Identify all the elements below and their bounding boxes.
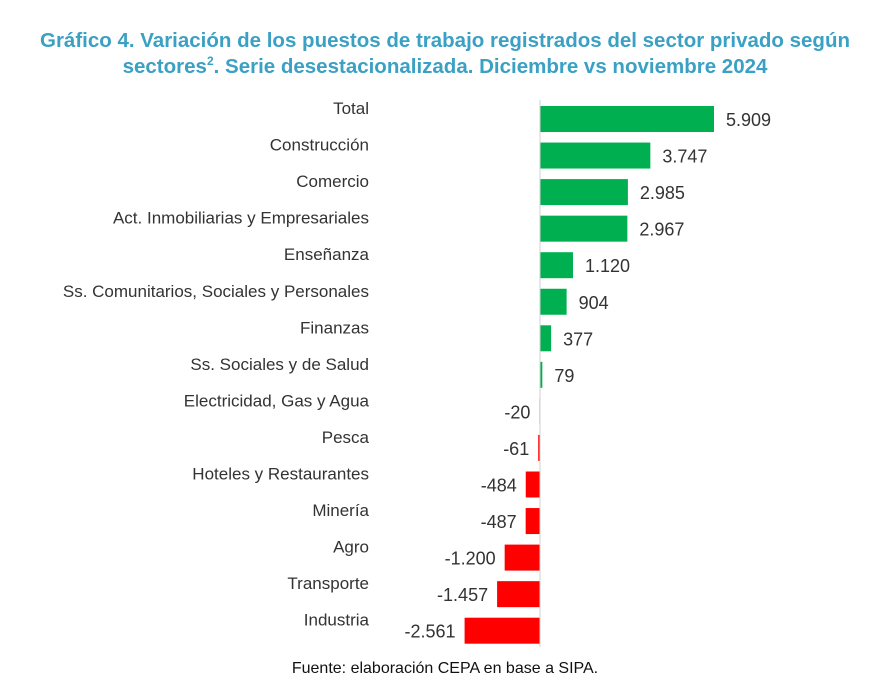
category-label: Industria xyxy=(304,611,370,630)
category-label: Act. Inmobiliarias y Empresariales xyxy=(113,209,369,228)
bar xyxy=(540,142,651,169)
bar xyxy=(540,252,573,279)
bar xyxy=(540,288,567,315)
category-label: Construcción xyxy=(270,136,369,155)
category-label: Minería xyxy=(312,501,369,520)
bar xyxy=(538,434,540,461)
data-label: -484 xyxy=(481,476,517,496)
data-label: 79 xyxy=(554,366,574,386)
bar xyxy=(497,581,540,608)
data-label: 2.967 xyxy=(639,220,684,240)
data-label: -1.200 xyxy=(445,549,496,569)
data-label: 377 xyxy=(563,329,593,349)
data-label: 904 xyxy=(579,293,609,313)
bar xyxy=(540,215,628,242)
data-label: 2.985 xyxy=(640,183,685,203)
category-label: Pesca xyxy=(322,428,370,447)
title-line-1: Gráfico 4. Variación de los puestos de t… xyxy=(40,29,850,52)
title-part: . Serie desestacionalizada. Diciembre vs… xyxy=(213,55,768,78)
data-label: -2.561 xyxy=(405,622,456,642)
data-label: -20 xyxy=(504,402,530,422)
data-label: 1.120 xyxy=(585,256,630,276)
category-label: Total xyxy=(333,99,369,118)
title-line-2: sectores2. Serie desestacionalizada. Dic… xyxy=(0,54,890,80)
category-label: Ss. Comunitarios, Sociales y Personales xyxy=(63,282,369,301)
category-label: Agro xyxy=(333,538,369,557)
bar xyxy=(540,106,714,132)
category-label: Transporte xyxy=(287,574,369,593)
title-part: sectores xyxy=(122,55,207,78)
data-label: -1.457 xyxy=(437,585,488,605)
category-label: Enseñanza xyxy=(284,245,370,264)
bar xyxy=(504,544,540,571)
bar xyxy=(525,508,540,535)
bar xyxy=(540,325,552,352)
data-label: 3.747 xyxy=(662,147,707,167)
data-label: -487 xyxy=(481,512,517,532)
data-label: 5.909 xyxy=(726,110,771,130)
bar xyxy=(540,361,543,388)
data-label: -61 xyxy=(503,439,529,459)
footnote-marker: 2 xyxy=(206,54,214,69)
category-label: Finanzas xyxy=(300,318,369,337)
bar xyxy=(464,617,540,644)
bar xyxy=(525,471,540,498)
source-note: Fuente: elaboración CEPA en base a SIPA. xyxy=(291,660,599,677)
category-label: Comercio xyxy=(296,172,369,191)
bar xyxy=(540,179,628,206)
category-label: Hoteles y Restaurantes xyxy=(192,465,369,484)
chart-title: Gráfico 4. Variación de los puestos de t… xyxy=(0,28,890,80)
category-label: Electricidad, Gas y Agua xyxy=(184,391,370,410)
category-label: Ss. Sociales y de Salud xyxy=(190,355,369,374)
